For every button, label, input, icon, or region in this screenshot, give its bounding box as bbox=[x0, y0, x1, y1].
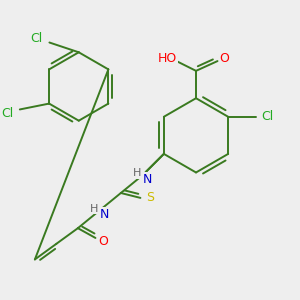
Text: H: H bbox=[133, 169, 142, 178]
Text: Cl: Cl bbox=[1, 107, 13, 120]
Text: S: S bbox=[146, 191, 154, 204]
Text: O: O bbox=[98, 236, 108, 248]
Text: N: N bbox=[142, 173, 152, 186]
Text: HO: HO bbox=[158, 52, 177, 64]
Text: Cl: Cl bbox=[31, 32, 43, 45]
Text: O: O bbox=[219, 52, 229, 64]
Text: N: N bbox=[100, 208, 109, 221]
Text: H: H bbox=[90, 204, 99, 214]
Text: Cl: Cl bbox=[261, 110, 273, 123]
